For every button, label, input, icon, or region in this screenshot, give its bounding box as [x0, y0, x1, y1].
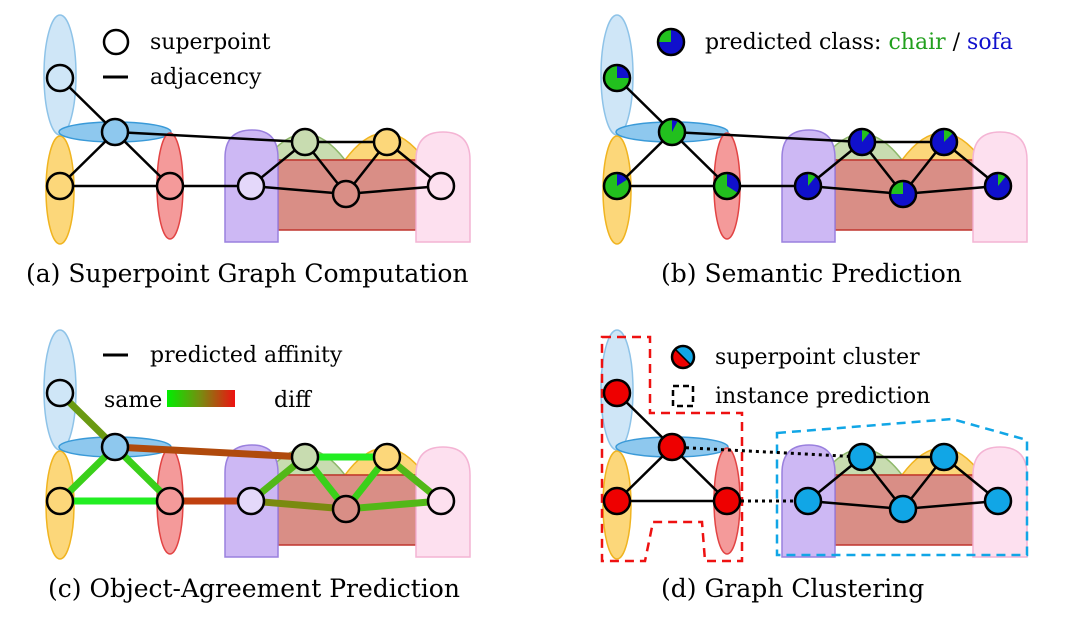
cluster-node-blue [847, 442, 877, 472]
legend-sofa: sofa [967, 30, 1013, 55]
graph-nodes [602, 63, 1013, 209]
superpoint-node [45, 171, 75, 201]
svg-text:predicted class: chair / sofa: predicted class: chair / sofa [705, 30, 1013, 55]
panel-a: superpoint adjacency (a) Superpoint Grap… [26, 14, 471, 288]
superpoint-node [100, 432, 130, 462]
superpoint-node [290, 127, 320, 157]
legend-diff-label: diff [274, 388, 312, 413]
superpoint-node [426, 171, 456, 201]
legend-chair: chair [888, 30, 946, 55]
panel-c: predicted affinity same diff (c) Object-… [43, 329, 471, 603]
superpoint-node [45, 486, 75, 516]
legend-a: superpoint adjacency [102, 28, 271, 90]
superpoint-node [331, 179, 361, 209]
pie-node-sofa [929, 127, 959, 157]
caption-d: (d) Graph Clustering [661, 574, 924, 603]
instance-outlines [600, 335, 1029, 563]
affinity-gradient-bar [167, 390, 235, 407]
pie-node-chair [602, 171, 632, 201]
superpoint-node [236, 486, 266, 516]
legend-adjacency-label: adjacency [150, 65, 262, 90]
cluster-node-red [602, 378, 632, 408]
cluster-node-blue [983, 486, 1013, 516]
superpoint-node [45, 378, 75, 408]
legend-b: predicted class: chair / sofa [656, 27, 1013, 57]
pie-node-sofa [888, 179, 918, 209]
legend-d: superpoint cluster instance prediction [670, 344, 930, 409]
pie-node-sofa [793, 171, 823, 201]
pie-node-chair [602, 63, 632, 93]
cluster-node-red [602, 486, 632, 516]
pie-chart-icon [656, 27, 686, 57]
caption-c: (c) Object-Agreement Prediction [48, 574, 460, 603]
cluster-node-blue [793, 486, 823, 516]
superpoint-node [426, 486, 456, 516]
caption-a: (a) Superpoint Graph Computation [26, 259, 469, 288]
superpoint-node [155, 171, 185, 201]
legend-cluster-label: superpoint cluster [715, 345, 920, 370]
superpoint-node [100, 117, 130, 147]
superpoint-node [372, 442, 402, 472]
graph-nodes [45, 63, 456, 209]
pie-node-chair [657, 117, 687, 147]
legend-instance-label: instance prediction [715, 384, 930, 409]
legend-c: predicted affinity same diff [103, 343, 343, 413]
superpoint-node [290, 442, 320, 472]
superpoint-node [155, 486, 185, 516]
pie-node-chair [712, 171, 742, 201]
superpoint-node [236, 171, 266, 201]
superpoint-node [372, 127, 402, 157]
cluster-node-red [657, 432, 687, 462]
dashed-square-icon [671, 384, 695, 408]
legend-superpoint-label: superpoint [150, 30, 271, 55]
pie-node-sofa [847, 127, 877, 157]
graph-nodes [45, 378, 456, 524]
superpoint-legend-icon [102, 28, 130, 56]
cluster-node-blue [929, 442, 959, 472]
panel-b: predicted class: chair / sofa (b) Semant… [600, 14, 1028, 288]
legend-affinity-label: predicted affinity [150, 343, 343, 368]
cluster-node-red [712, 486, 742, 516]
superpoint-node [45, 63, 75, 93]
legend-prefix: predicted class: [705, 30, 888, 55]
panel-d: superpoint cluster instance prediction (… [600, 329, 1029, 603]
instance-chair-outline [600, 335, 744, 563]
legend-separator: / [946, 30, 967, 55]
split-circle-icon [670, 344, 696, 370]
instance-sofa-outline [775, 417, 1029, 557]
graph-nodes [602, 378, 1013, 524]
caption-b: (b) Semantic Prediction [661, 259, 962, 288]
cluster-node-blue [888, 494, 918, 524]
legend-same-label: same [104, 388, 162, 413]
pie-node-sofa [983, 171, 1013, 201]
superpoint-node [331, 494, 361, 524]
